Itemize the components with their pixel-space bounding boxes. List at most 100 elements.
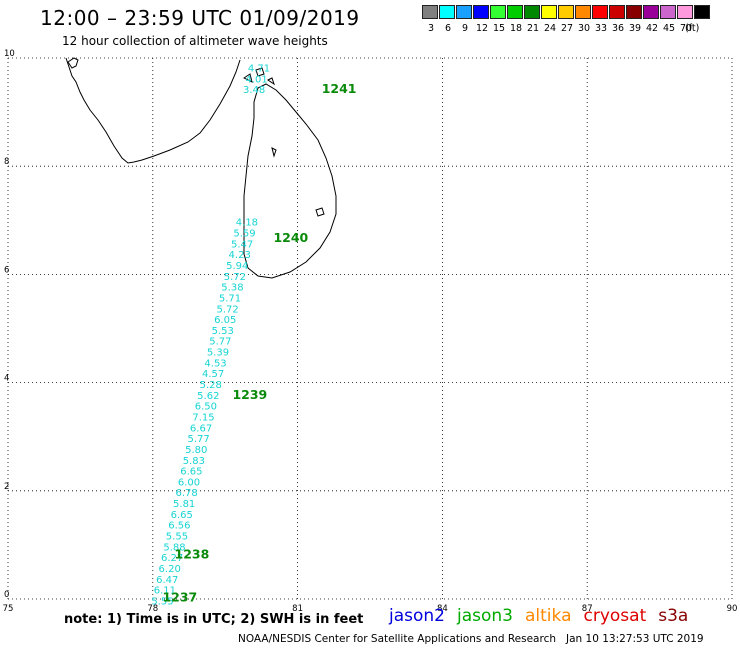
map-subtitle: 12 hour collection of altimeter wave hei… — [62, 34, 328, 48]
satellite-key: jason2 jason3 altika cryosat s3a — [389, 606, 700, 626]
legend-swatch — [609, 5, 625, 19]
legend-swatch — [456, 5, 472, 19]
legend-unit: (ft) — [685, 23, 700, 34]
legend-swatch — [558, 5, 574, 19]
legend-label: 3 — [427, 23, 435, 34]
swh-value: 5.72 — [224, 272, 246, 283]
legend-label: 27 — [560, 23, 574, 34]
lat-tick-label: 4 — [4, 374, 9, 384]
pass-number: 1237 — [162, 590, 197, 605]
legend-swatch — [575, 5, 591, 19]
swh-value: 3.48 — [243, 85, 265, 96]
pass-number: 1239 — [232, 387, 267, 402]
lon-tick-label: 75 — [3, 604, 14, 614]
swh-value: 6.47 — [156, 575, 178, 586]
india-coastline-west-inset — [67, 57, 79, 69]
axis-tick-labels: 75 78 81 84 87 90 0 2 4 6 8 10 — [3, 49, 738, 614]
satellite-name: s3a — [658, 606, 689, 626]
legend-label: 15 — [492, 23, 506, 34]
legend-swatch — [473, 5, 489, 19]
legend-label: 18 — [509, 23, 523, 34]
legend-swatch — [626, 5, 642, 19]
swh-value: 6.50 — [195, 402, 217, 413]
swh-value: 6.00 — [178, 477, 200, 488]
swh-value: 4.53 — [204, 358, 226, 369]
credit-line: NOAA/NESDIS Center for Satellite Applica… — [238, 633, 704, 645]
satellite-name: jason3 — [457, 606, 513, 626]
lat-tick-label: 8 — [4, 157, 9, 167]
legend-swatch — [439, 5, 455, 19]
legend-label: 24 — [543, 23, 557, 34]
lat-lon-grid — [7, 57, 733, 600]
legend-label: 70 — [679, 23, 693, 34]
islands-north — [243, 67, 275, 86]
legend-swatch — [490, 5, 506, 19]
legend-label: 21 — [526, 23, 540, 34]
lon-tick-label: 90 — [727, 604, 738, 614]
swh-value: 4.71 — [248, 64, 270, 75]
legend-swatch — [677, 5, 693, 19]
legend-label: 39 — [628, 23, 642, 34]
pass-number: 1238 — [175, 546, 210, 561]
swh-value: 6.20 — [159, 564, 181, 575]
swh-value: 5.55 — [166, 531, 188, 542]
swh-value: 6.67 — [190, 423, 212, 434]
swh-value: 6.65 — [171, 510, 193, 521]
legend-swatch — [592, 5, 608, 19]
swh-value: 6.27 — [161, 553, 183, 564]
satellite-name: jason2 — [389, 606, 445, 626]
lat-tick-label: 0 — [4, 590, 9, 600]
units-note: note: 1) Time is in UTC; 2) SWH is in fe… — [64, 612, 364, 627]
map-title: 12:00 – 23:59 UTC 01/09/2019 — [40, 6, 360, 30]
india-coastline — [65, 57, 241, 164]
lagoon-east — [315, 207, 325, 217]
legend-label: 42 — [645, 23, 659, 34]
swh-value: 5.88 — [163, 542, 185, 553]
satellite-name: altika — [525, 606, 572, 626]
pass-number-labels: 1241 1240 1239 1238 1237 — [162, 81, 356, 605]
swh-value: 6.78 — [175, 488, 197, 499]
lon-tick-label: 84 — [437, 604, 448, 614]
pass-number: 1241 — [322, 81, 357, 96]
legend-label: 36 — [611, 23, 625, 34]
legend-swatch — [643, 5, 659, 19]
swh-value: 5.62 — [197, 391, 219, 402]
swh-value: 4.57 — [202, 369, 224, 380]
lon-tick-label: 81 — [292, 604, 303, 614]
swh-value: 5.53 — [212, 326, 234, 337]
legend-label: 9 — [461, 23, 469, 34]
swh-value: 5.80 — [185, 445, 207, 456]
swh-value: 6.05 — [214, 315, 236, 326]
swh-value: 5.55 — [151, 596, 173, 607]
lat-tick-label: 2 — [4, 482, 9, 492]
swh-value: 5.28 — [200, 380, 222, 391]
lat-tick-label: 10 — [4, 49, 15, 59]
swh-value: 6.56 — [168, 521, 190, 532]
sri-lanka-coastline — [243, 83, 337, 279]
legend-swatch — [660, 5, 676, 19]
swh-value: 5.72 — [216, 304, 238, 315]
legend-label: 33 — [594, 23, 608, 34]
legend-swatch — [507, 5, 523, 19]
legend-label: 12 — [475, 23, 489, 34]
swh-value: 4.23 — [229, 250, 251, 261]
swh-value: 5.81 — [173, 499, 195, 510]
swh-value: 5.47 — [231, 239, 253, 250]
swh-value: 5.38 — [221, 283, 243, 294]
legend-swatch — [541, 5, 557, 19]
legend-label: 45 — [662, 23, 676, 34]
legend-label: 6 — [444, 23, 452, 34]
lon-tick-label: 87 — [582, 604, 593, 614]
legend-swatch — [422, 5, 438, 19]
swh-value: 5.77 — [209, 337, 231, 348]
lon-tick-label: 78 — [147, 604, 158, 614]
swh-observations: 4.714.013.484.185.595.474.235.945.725.38… — [151, 64, 270, 608]
legend-swatch — [524, 5, 540, 19]
swh-value: 6.11 — [154, 586, 176, 597]
legend-swatch — [694, 5, 710, 19]
satellite-name: cryosat — [583, 606, 647, 626]
swh-value: 4.01 — [245, 74, 267, 85]
swh-value: 5.59 — [233, 229, 255, 240]
swh-value: 5.83 — [183, 456, 205, 467]
